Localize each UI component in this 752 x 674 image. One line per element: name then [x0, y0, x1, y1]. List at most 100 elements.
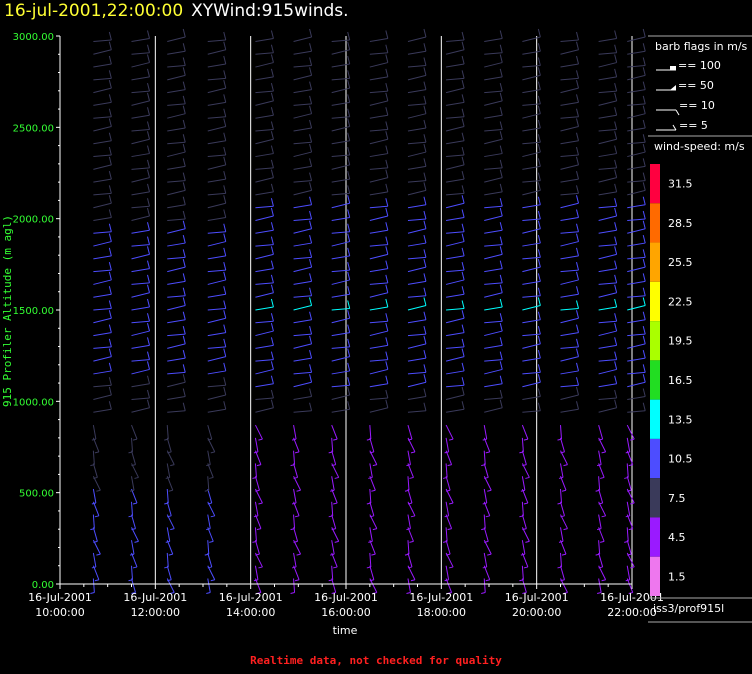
- wind-barb: [293, 210, 313, 221]
- wind-barb: [131, 389, 150, 401]
- wind-barb: [560, 185, 579, 196]
- wind-barb: [255, 236, 274, 247]
- wind-barb: [446, 171, 465, 183]
- wind-barb: [560, 108, 579, 119]
- wind-barb: [207, 310, 227, 324]
- wind-barb: [369, 322, 389, 337]
- wind-barb: [519, 437, 524, 454]
- wind-barb: [519, 501, 524, 518]
- wind-barb: [484, 337, 503, 349]
- wind-barb: [444, 565, 450, 582]
- wind-barb: [446, 324, 465, 337]
- wind-barb: [627, 196, 646, 209]
- wind-barb: [131, 284, 150, 298]
- wind-barb: [369, 236, 389, 247]
- wind-barb: [91, 424, 97, 441]
- x-tick-date: 16-Jul-2001: [219, 591, 283, 604]
- wind-barb: [627, 158, 646, 170]
- wind-barb: [407, 81, 427, 94]
- wind-barb: [92, 437, 100, 454]
- wind-barb: [207, 171, 227, 183]
- wind-barb: [407, 311, 427, 324]
- wind-barb: [331, 300, 351, 311]
- wind-barb: [93, 223, 112, 234]
- wind-barb: [407, 335, 427, 349]
- title-date: 16-jul-2001,22:00:00: [4, 1, 184, 21]
- wind-barb: [482, 424, 488, 441]
- wind-barb: [484, 131, 503, 145]
- wind-barb: [484, 107, 503, 119]
- wind-barb: [626, 540, 632, 556]
- wind-barb: [407, 249, 427, 260]
- wind-barb: [369, 92, 389, 106]
- wind-barb: [328, 501, 334, 518]
- wind-barb: [407, 196, 427, 209]
- wind-barb: [93, 94, 112, 106]
- wind-barb: [626, 476, 632, 492]
- wind-barb: [369, 107, 389, 119]
- wind-barb: [369, 246, 389, 260]
- wind-barb: [131, 274, 150, 285]
- wind-barb: [255, 298, 274, 311]
- wind-barb: [446, 300, 465, 311]
- wind-barb: [255, 44, 274, 55]
- wind-barb: [522, 81, 541, 94]
- wind-barb: [331, 262, 351, 273]
- wind-barb: [522, 182, 541, 196]
- wind-barb: [131, 159, 150, 170]
- wind-barb: [207, 552, 213, 569]
- wind-barb: [131, 514, 136, 531]
- colorbar-title: wind-speed: m/s: [654, 140, 745, 153]
- wind-barb: [446, 223, 465, 234]
- wind-barb: [598, 337, 618, 349]
- wind-barb: [255, 68, 274, 81]
- wind-barb: [560, 171, 579, 183]
- wind-barb: [331, 450, 337, 467]
- wind-barb: [331, 552, 338, 569]
- wind-barb: [407, 172, 427, 183]
- wind-barb: [131, 222, 150, 234]
- wind-barb: [484, 92, 503, 106]
- barb-legend-50-label: == 50: [678, 79, 714, 92]
- wind-barb: [331, 401, 351, 413]
- wind-barb: [484, 198, 503, 209]
- wind-barb: [522, 196, 541, 209]
- wind-barb: [254, 514, 262, 531]
- wind-barb: [331, 80, 351, 94]
- wind-barb: [93, 195, 112, 209]
- wind-barb: [522, 67, 541, 81]
- wind-barb: [560, 118, 579, 132]
- wind-barb: [445, 310, 465, 324]
- wind-barb: [92, 501, 100, 518]
- wind-barb: [407, 43, 427, 55]
- wind-barb: [369, 169, 389, 183]
- colorbar-label: 31.5: [668, 178, 693, 191]
- wind-barb: [90, 450, 95, 467]
- wind-barb: [598, 54, 618, 68]
- wind-barb: [93, 377, 112, 388]
- wind-barb: [369, 44, 389, 55]
- wind-barb: [207, 132, 227, 145]
- wind-barb: [522, 335, 541, 349]
- wind-barb: [331, 324, 351, 337]
- colorbar-swatch: [650, 242, 660, 282]
- wind-barb: [166, 501, 172, 518]
- colorbar-swatch: [650, 281, 660, 322]
- wind-barb: [293, 182, 313, 196]
- wind-barb: [331, 271, 351, 285]
- wind-barb: [446, 362, 465, 375]
- colorbar-label: 19.5: [668, 335, 693, 348]
- x-tick-time: 10:00:00: [35, 606, 84, 619]
- wind-barb: [369, 284, 389, 298]
- wind-barb: [93, 324, 112, 337]
- y-tick-label: 1000.00: [13, 397, 54, 408]
- wind-barb: [93, 31, 112, 42]
- wind-barb: [207, 233, 227, 247]
- wind-barb: [129, 540, 135, 556]
- wind-barb: [446, 146, 465, 158]
- wind-barb: [445, 41, 465, 55]
- wind-barb: [331, 223, 351, 234]
- wind-barb: [442, 463, 448, 479]
- x-tick-date: 16-Jul-2001: [314, 591, 378, 604]
- wind-barb: [522, 172, 541, 183]
